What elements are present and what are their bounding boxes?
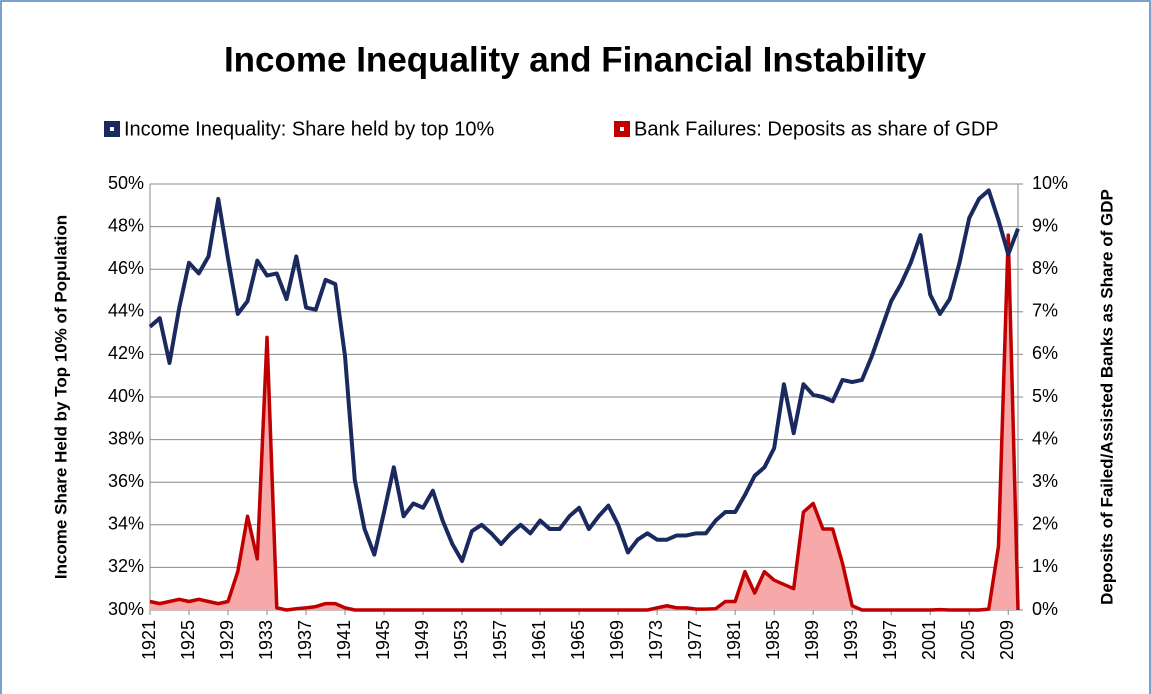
y2-axis-label: Deposits of Failed/Assisted Banks as Sha…	[1097, 189, 1116, 605]
x-tick-label: 1941	[334, 620, 354, 660]
y2-tick-label: 6%	[1032, 343, 1058, 363]
x-tick-label: 1945	[373, 620, 393, 660]
legend-label: Bank Failures: Deposits as share of GDP	[634, 118, 999, 140]
x-tick-label: 1929	[217, 620, 237, 660]
y2-tick-label: 10%	[1032, 173, 1068, 193]
x-tick-label: 1961	[529, 620, 549, 660]
x-tick-label: 1989	[802, 620, 822, 660]
x-tick-label: 1965	[568, 620, 588, 660]
x-tick-label: 1949	[412, 620, 432, 660]
x-tick-label: 2005	[958, 620, 978, 660]
x-tick-label: 1933	[256, 620, 276, 660]
y2-tick-label: 7%	[1032, 301, 1058, 321]
y-tick-label: 32%	[108, 556, 144, 576]
y2-tick-label: 3%	[1032, 471, 1058, 491]
line	[148, 188, 1020, 564]
x-tick-label: 1993	[841, 620, 861, 660]
x-tick-label: 1957	[490, 620, 510, 660]
x-tick-label: 1921	[139, 620, 159, 660]
y-tick-label: 46%	[108, 258, 144, 278]
y-tick-label: 30%	[108, 599, 144, 619]
y-tick-label: 38%	[108, 428, 144, 448]
y2-tick-label: 9%	[1032, 215, 1058, 235]
x-tick-label: 1969	[607, 620, 627, 660]
y-tick-label: 36%	[108, 471, 144, 491]
y-tick-label: 44%	[108, 301, 144, 321]
y2-tick-label: 4%	[1032, 428, 1058, 448]
x-tick-label: 2001	[919, 620, 939, 660]
y2-tick-label: 2%	[1032, 514, 1058, 534]
y-tick-label: 34%	[108, 514, 144, 534]
x-tick-label: 1981	[724, 620, 744, 660]
y-tick-label: 50%	[108, 173, 144, 193]
x-tick-label: 1953	[451, 620, 471, 660]
y-axis-label: Income Share Held by Top 10% of Populati…	[51, 215, 70, 579]
y-tick-label: 48%	[108, 215, 144, 235]
x-tick-label: 1985	[763, 620, 783, 660]
x-tick-label: 1977	[685, 620, 705, 660]
area-line	[149, 233, 1020, 612]
x-tick-label: 1997	[880, 620, 900, 660]
x-tick-label: 1937	[295, 620, 315, 660]
y2-tick-label: 0%	[1032, 599, 1058, 619]
chart-title: Income Inequality and Financial Instabil…	[224, 40, 927, 79]
y2-tick-label: 5%	[1032, 386, 1058, 406]
x-tick-label: 2009	[997, 620, 1017, 660]
y2-tick-label: 1%	[1032, 556, 1058, 576]
y-tick-label: 40%	[108, 386, 144, 406]
y2-tick-label: 8%	[1032, 258, 1058, 278]
x-tick-label: 1973	[646, 620, 666, 660]
legend-label: Income Inequality: Share held by top 10%	[124, 118, 494, 140]
x-tick-label: 1925	[178, 620, 198, 660]
y-tick-label: 42%	[108, 343, 144, 363]
legend-marker-inner	[110, 127, 114, 131]
legend-marker-inner	[620, 127, 624, 131]
